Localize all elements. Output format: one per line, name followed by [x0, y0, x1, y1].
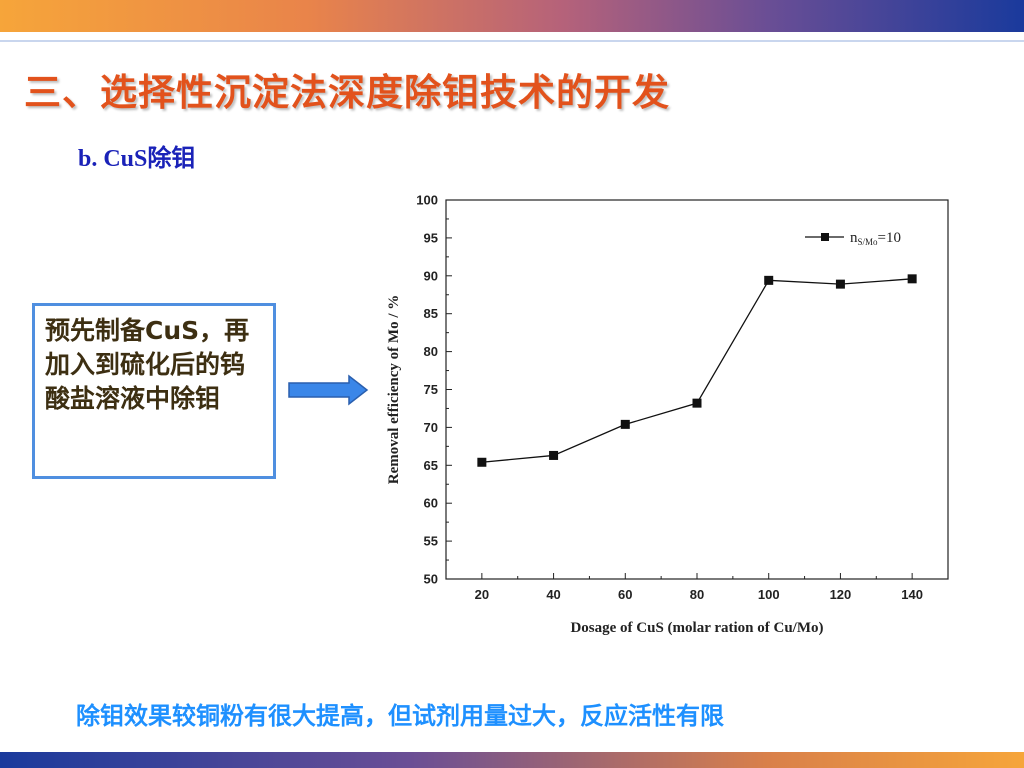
- legend-label: nS/Mo=10: [850, 230, 901, 247]
- data-point: [907, 274, 917, 284]
- y-tick-label: 85: [424, 306, 438, 321]
- note-text: 预先制备CuS，再加入到硫化后的钨酸盐溶液中除钼: [45, 316, 250, 413]
- section-subtitle: b. CuS除钼: [78, 146, 196, 172]
- page-title: 三、选择性沉淀法深度除钼技术的开发: [24, 71, 670, 114]
- legend-suffix: =10: [878, 230, 901, 246]
- removal-efficiency-chart: 50 55 60 65 70 75 80 85 90 95 100 20 40 60 80 100 120 140…: [386, 193, 949, 636]
- x-tick-label: 100: [758, 587, 780, 602]
- arrow-shape: [288, 374, 369, 406]
- y-tick-label: 55: [424, 534, 438, 549]
- legend: nS/Mo=10: [805, 230, 901, 247]
- y-tick-label: 90: [424, 268, 438, 283]
- x-axis-label: Dosage of CuS (molar ration of Cu/Mo): [570, 620, 823, 636]
- y-tick-label: 60: [424, 496, 438, 511]
- data-point: [477, 457, 487, 467]
- y-tick-label: 100: [416, 193, 438, 208]
- top-decor-band: [0, 0, 1024, 32]
- data-point: [549, 450, 559, 460]
- x-tick-label: 40: [546, 587, 560, 602]
- data-point: [835, 279, 845, 289]
- x-tick-label: 120: [830, 587, 852, 602]
- bottom-decor-band: [0, 752, 1024, 768]
- legend-n: n: [850, 230, 858, 246]
- legend-marker: [821, 233, 829, 241]
- y-tick-label: 75: [424, 382, 438, 397]
- conclusion-text: 除钼效果较铜粉有很大提高，但试剂用量过大，反应活性有限: [76, 702, 724, 730]
- x-tick-label: 80: [690, 587, 704, 602]
- data-point: [764, 275, 774, 285]
- plot-frame: [445, 199, 949, 580]
- right-arrow-icon: [288, 374, 369, 406]
- y-tick-label: 65: [424, 458, 438, 473]
- data-point: [620, 419, 630, 429]
- y-tick-label: 50: [424, 572, 438, 587]
- y-tick-label: 70: [424, 420, 438, 435]
- y-axis-label: Removal efficiency of Mo / %: [386, 295, 402, 485]
- x-tick-label: 140: [901, 587, 923, 602]
- note-box: 预先制备CuS，再加入到硫化后的钨酸盐溶液中除钼: [32, 303, 276, 479]
- data-point: [692, 398, 702, 408]
- x-tick-label: 20: [475, 587, 489, 602]
- series-line-0: [481, 278, 913, 463]
- legend-subscript: S/Mo: [858, 237, 879, 247]
- top-divider: [0, 40, 1024, 42]
- x-tick-label: 60: [618, 587, 632, 602]
- y-tick-label: 95: [424, 230, 438, 245]
- y-tick-label: 80: [424, 344, 438, 359]
